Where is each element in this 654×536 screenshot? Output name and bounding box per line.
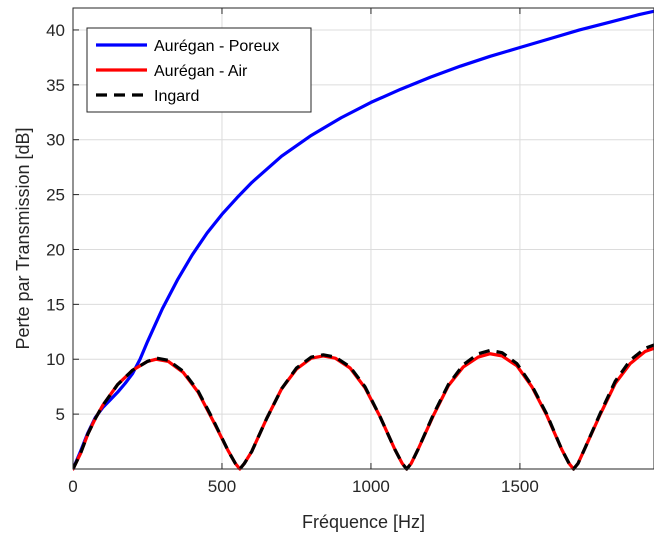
ticks: 0 500 1000 1500 5 10 15 20 25 30 35 40 [46,8,539,496]
legend: Aurégan - Poreux Aurégan - Air Ingard [86,27,312,113]
x-tick-label: 1000 [352,477,390,496]
y-tick-label: 25 [46,186,65,205]
series-line-1 [73,9,654,471]
y-tick-label: 20 [46,240,65,259]
y-tick-label: 35 [46,76,65,95]
x-tick-label: 500 [208,477,236,496]
x-tick-label: 1500 [501,477,539,496]
series-line-3 [73,343,654,471]
legend-label-2: Aurégan - Air [154,63,248,80]
y-axis-label: Perte par Transmission [dB] [13,127,33,349]
y-tick-label: 40 [46,21,65,40]
plot-area [73,9,654,471]
y-tick-label: 5 [56,405,65,424]
series-line-2 [73,346,654,471]
legend-label-3: Ingard [154,88,199,105]
y-tick-label: 10 [46,350,65,369]
legend-label-1: Aurégan - Poreux [154,38,279,55]
plot-frame [72,7,654,470]
y-tick-label: 30 [46,131,65,150]
x-axis-label: Fréquence [Hz] [302,512,425,532]
y-tick-label: 15 [46,295,65,314]
x-tick-label: 0 [68,477,77,496]
